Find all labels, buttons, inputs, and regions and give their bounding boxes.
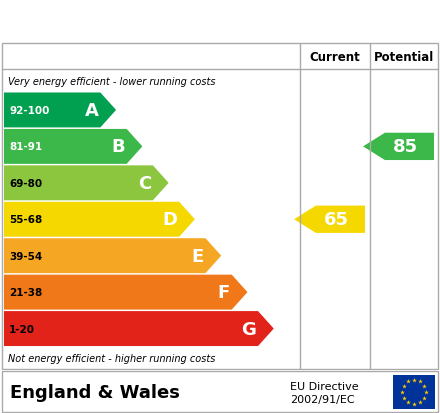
Text: EU Directive: EU Directive [290,381,359,391]
Bar [393,375,435,409]
Polygon shape [363,133,434,161]
Polygon shape [4,239,221,273]
Polygon shape [294,206,365,233]
Text: Not energy efficient - higher running costs: Not energy efficient - higher running co… [8,353,215,363]
Text: G: G [241,320,256,338]
Text: 1-20: 1-20 [9,324,35,334]
Polygon shape [4,93,116,128]
Text: 69-80: 69-80 [9,178,42,188]
Text: 85: 85 [392,138,418,156]
Text: C: C [138,174,151,192]
Text: 81-91: 81-91 [9,142,42,152]
Text: F: F [217,283,230,301]
Text: 39-54: 39-54 [9,251,42,261]
Text: D: D [162,211,177,229]
Text: Potential: Potential [374,51,434,64]
Text: 65: 65 [323,211,348,229]
Polygon shape [4,275,247,310]
Text: 21-38: 21-38 [9,287,42,297]
Text: E: E [191,247,203,265]
Polygon shape [4,202,195,237]
Text: 2002/91/EC: 2002/91/EC [290,394,355,404]
Polygon shape [4,311,274,346]
Text: 55-68: 55-68 [9,215,42,225]
Text: England & Wales: England & Wales [10,383,180,401]
Polygon shape [4,166,169,201]
Text: 92-100: 92-100 [9,106,49,116]
Text: Current: Current [310,51,360,64]
Text: Energy Efficiency Rating: Energy Efficiency Rating [11,12,299,32]
Text: A: A [84,102,99,120]
Polygon shape [4,130,143,164]
Text: B: B [111,138,125,156]
Text: Very energy efficient - lower running costs: Very energy efficient - lower running co… [8,77,216,87]
